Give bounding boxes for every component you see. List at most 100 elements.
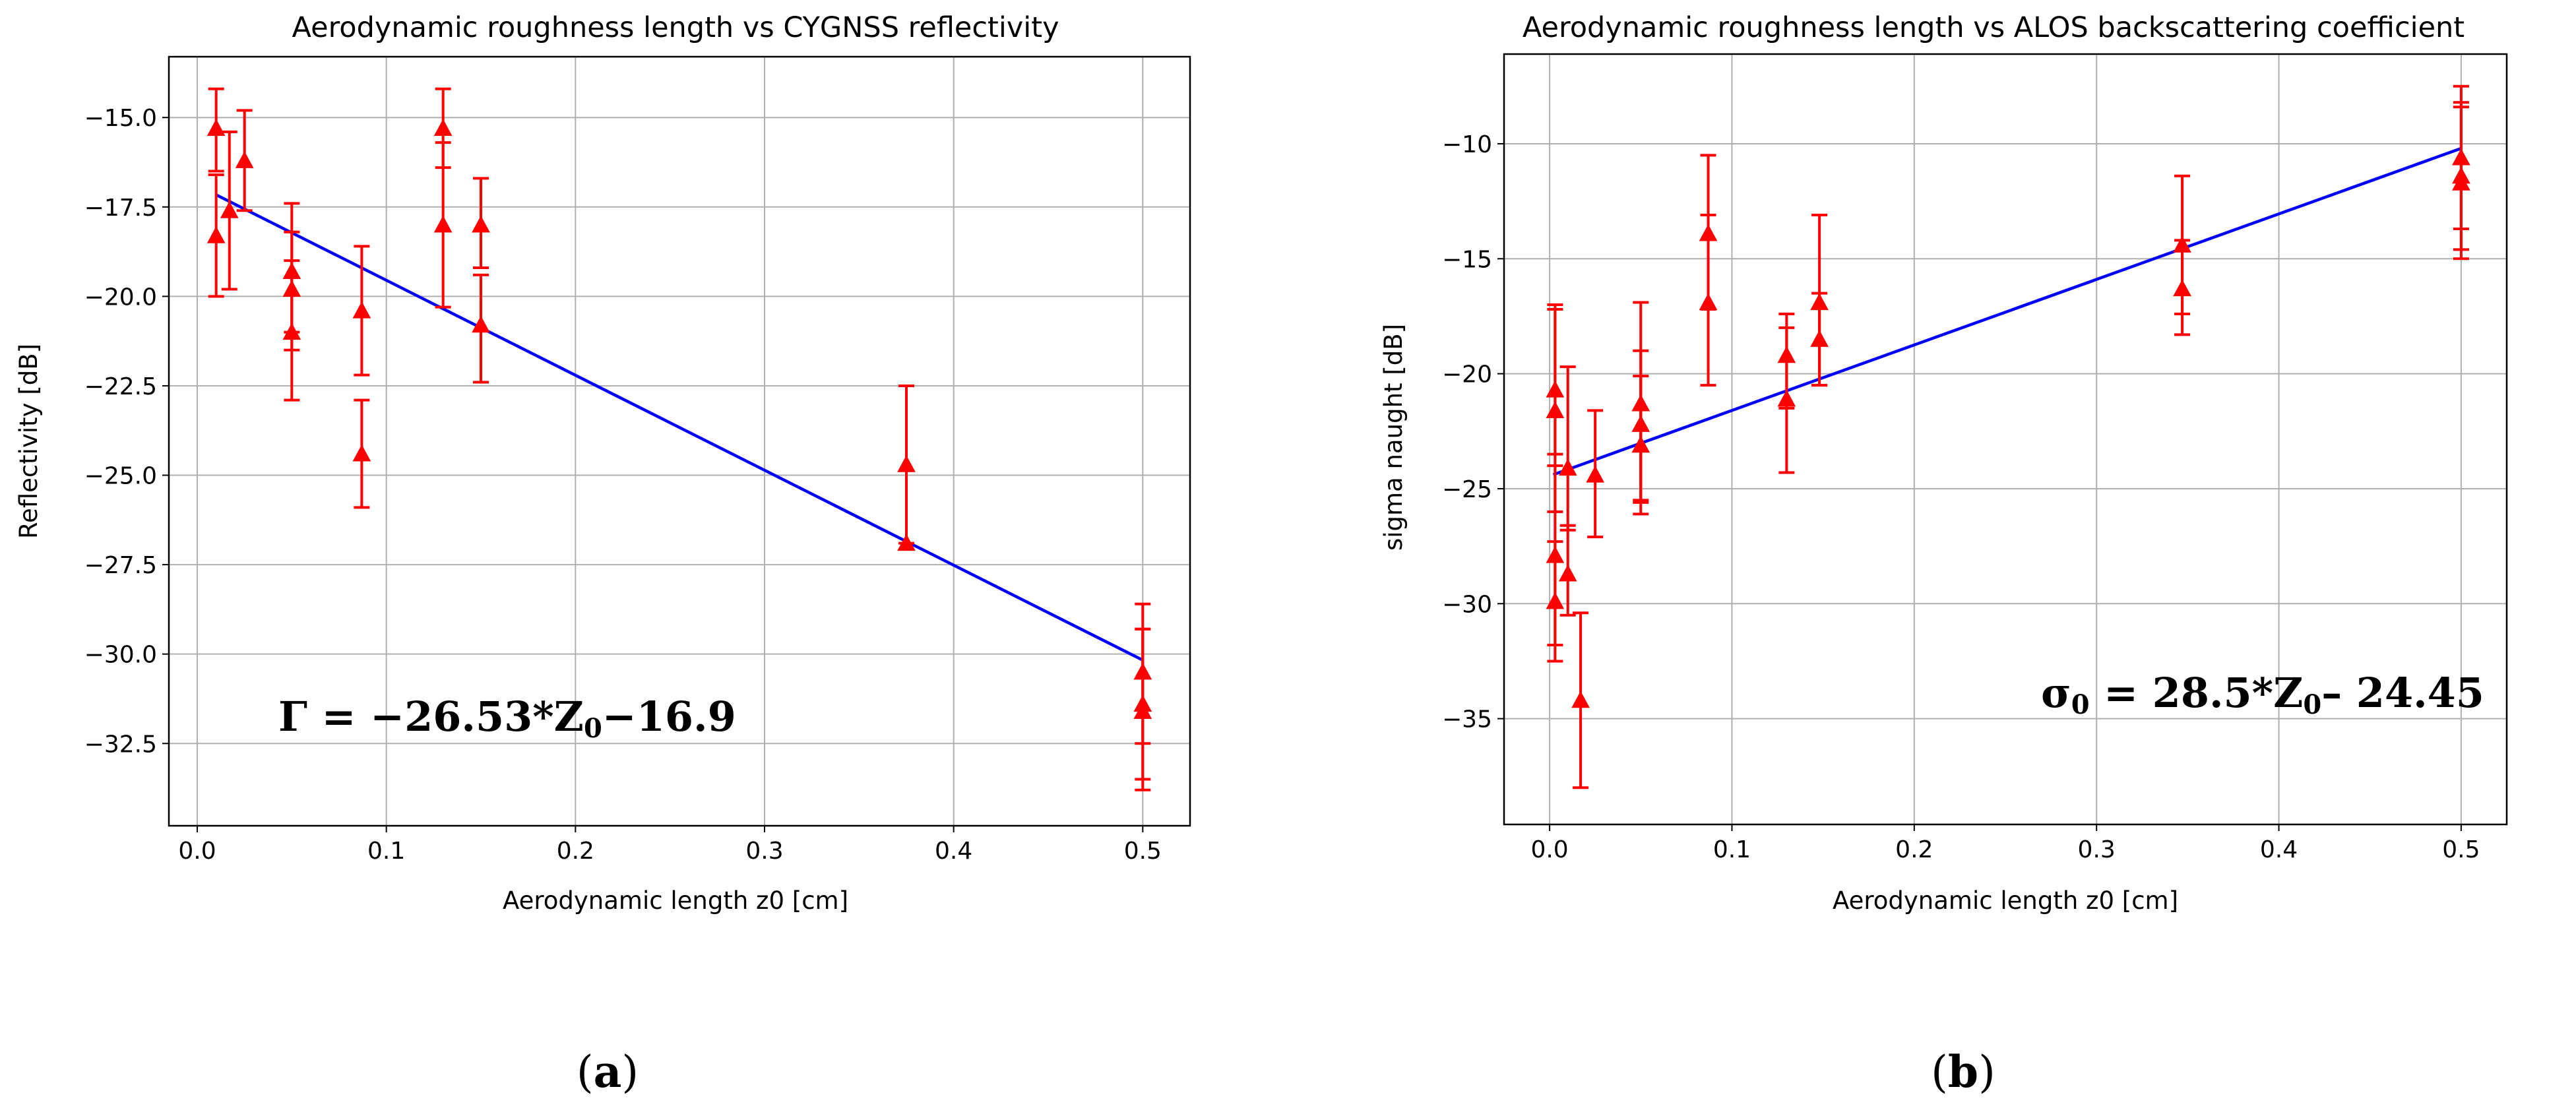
x-tick-label: 0.4 bbox=[2260, 836, 2298, 863]
chart-b-equation-sub: 0 bbox=[2303, 689, 2321, 720]
triangle-marker bbox=[352, 444, 371, 462]
chart-a-y-ticks: −15.0 −17.5 −20.0 −22.5 −25.0 −27.5 −30.0 −32.5 bbox=[84, 105, 169, 758]
y-tick-label: −15.0 bbox=[84, 105, 157, 132]
x-tick-label: 0.4 bbox=[935, 838, 972, 865]
chart-b-x-label: Aerodynamic length z0 [cm] bbox=[1833, 886, 2178, 915]
triangle-marker bbox=[897, 455, 916, 472]
chart-b-equation: σ0 = 28.5*Z0– 24.45 bbox=[2041, 669, 2484, 720]
data-point bbox=[220, 130, 239, 291]
data-point bbox=[1631, 375, 1650, 516]
data-point bbox=[282, 259, 301, 402]
y-tick-label: −27.5 bbox=[84, 552, 157, 579]
x-tick-label: 0.1 bbox=[1713, 836, 1751, 863]
triangle-marker bbox=[235, 151, 254, 168]
triangle-marker bbox=[1631, 435, 1650, 453]
triangle-marker bbox=[1133, 702, 1152, 720]
y-tick-label: −32.5 bbox=[84, 731, 157, 758]
chart-a-grid bbox=[169, 57, 1190, 826]
x-tick-label: 0.5 bbox=[2442, 836, 2480, 863]
chart-a-equation-lhs: Γ bbox=[278, 693, 307, 741]
chart-a: Aerodynamic roughness length vs CYGNSS r… bbox=[15, 11, 1191, 1097]
y-tick-label: −20 bbox=[1442, 361, 1492, 388]
data-point bbox=[206, 87, 226, 173]
chart-a-frame bbox=[168, 55, 1191, 827]
triangle-marker bbox=[897, 534, 916, 551]
chart-a-equation-sub: 0 bbox=[584, 713, 602, 744]
data-point bbox=[1777, 326, 1796, 474]
chart-a-points bbox=[206, 87, 1152, 791]
triangle-marker bbox=[206, 119, 226, 137]
chart-a-equation-rest: = −26.53*Z bbox=[307, 693, 584, 741]
triangle-marker bbox=[433, 119, 453, 137]
chart-a-x-ticks: 0.0 0.1 0.2 0.3 0.4 0.5 bbox=[178, 826, 1162, 865]
y-tick-label: −25.0 bbox=[84, 463, 157, 490]
data-point bbox=[472, 177, 490, 269]
chart-b: Aerodynamic roughness length vs ALOS bac… bbox=[1379, 11, 2508, 1097]
x-tick-label: 0.2 bbox=[557, 838, 594, 865]
data-point bbox=[1546, 540, 1565, 663]
chart-a-equation-tail: −16.9 bbox=[602, 693, 736, 741]
chart-a-x-label: Aerodynamic length z0 [cm] bbox=[503, 886, 848, 915]
data-point bbox=[2173, 239, 2191, 336]
chart-b-y-ticks: −10 −15 −20 −25 −30 −35 bbox=[1442, 131, 1504, 733]
y-tick-label: −20.0 bbox=[84, 284, 157, 311]
triangle-marker bbox=[1558, 564, 1577, 582]
triangle-marker bbox=[1546, 401, 1565, 418]
data-point bbox=[206, 173, 226, 298]
x-tick-label: 0.2 bbox=[1895, 836, 1933, 863]
y-tick-label: −25 bbox=[1442, 476, 1492, 503]
triangle-marker bbox=[1558, 458, 1577, 476]
panel-letter-b: b bbox=[1948, 1046, 1978, 1097]
triangle-marker bbox=[1699, 293, 1718, 311]
data-point bbox=[1133, 627, 1152, 791]
triangle-marker bbox=[220, 201, 239, 218]
triangle-marker bbox=[1546, 592, 1565, 609]
triangle-marker bbox=[1571, 691, 1590, 708]
triangle-marker bbox=[2452, 173, 2470, 191]
data-point bbox=[235, 109, 254, 212]
triangle-marker bbox=[1777, 389, 1796, 407]
y-tick-label: −35 bbox=[1442, 706, 1492, 733]
x-tick-label: 0.3 bbox=[2078, 836, 2116, 863]
triangle-marker bbox=[282, 323, 301, 340]
chart-a-title: Aerodynamic roughness length vs CYGNSS r… bbox=[292, 11, 1059, 44]
triangle-marker bbox=[352, 301, 371, 319]
triangle-marker bbox=[1586, 465, 1605, 483]
data-point bbox=[2452, 106, 2470, 261]
data-point bbox=[472, 273, 490, 384]
data-point bbox=[1586, 409, 1605, 539]
chart-a-fit-line-group bbox=[215, 193, 1144, 662]
triangle-marker bbox=[206, 226, 226, 243]
data-point bbox=[1810, 292, 1829, 387]
y-tick-label: −17.5 bbox=[84, 195, 157, 222]
triangle-marker bbox=[433, 215, 453, 233]
chart-b-title: Aerodynamic roughness length vs ALOS bac… bbox=[1523, 11, 2465, 44]
y-tick-label: −15 bbox=[1442, 246, 1492, 273]
chart-a-y-label: Reflectivity [dB] bbox=[15, 344, 43, 539]
data-point bbox=[433, 141, 453, 309]
y-tick-label: −10 bbox=[1442, 131, 1492, 158]
chart-b-x-ticks: 0.0 0.1 0.2 0.3 0.4 0.5 bbox=[1530, 824, 2480, 863]
data-point bbox=[352, 245, 371, 377]
x-tick-label: 0.5 bbox=[1124, 838, 1162, 865]
y-tick-label: −22.5 bbox=[84, 373, 157, 400]
data-point bbox=[352, 398, 371, 509]
data-point bbox=[897, 534, 916, 551]
chart-b-points bbox=[1546, 84, 2470, 789]
data-point bbox=[1558, 524, 1577, 617]
chart-b-frame bbox=[1503, 53, 2508, 826]
chart-b-equation-lhs-sub: 0 bbox=[2071, 689, 2090, 720]
triangle-marker bbox=[2173, 279, 2191, 297]
x-tick-label: 0.1 bbox=[367, 838, 405, 865]
fit-line bbox=[1552, 146, 2462, 476]
triangle-marker bbox=[472, 215, 490, 233]
triangle-marker bbox=[472, 315, 490, 333]
data-point bbox=[1571, 611, 1590, 789]
data-point bbox=[897, 384, 916, 545]
chart-b-equation-tail: – 24.45 bbox=[2321, 669, 2484, 717]
panel-label-b: (b) bbox=[1931, 1046, 1995, 1097]
y-tick-label: −30 bbox=[1442, 591, 1492, 618]
y-tick-label: −30.0 bbox=[84, 642, 157, 669]
